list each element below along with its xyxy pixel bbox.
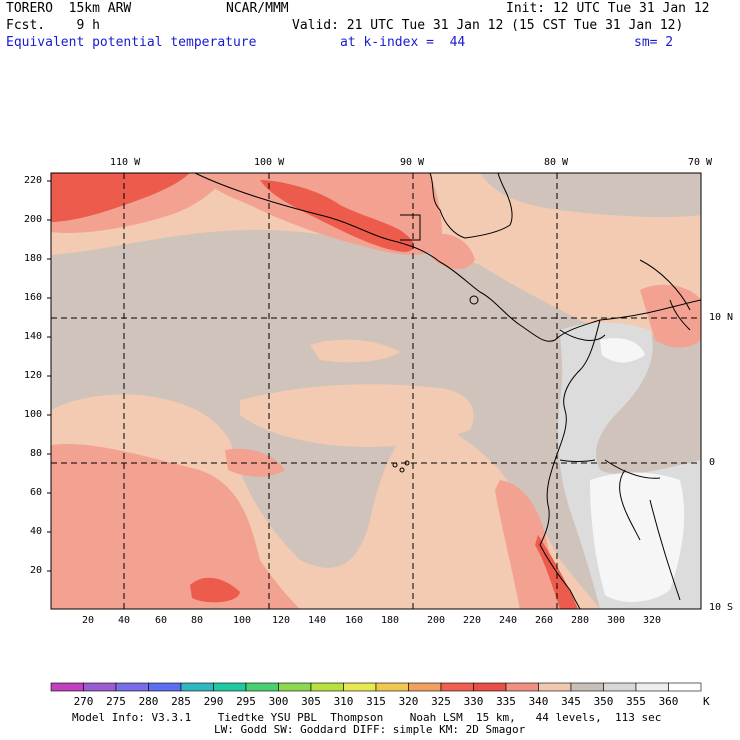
init-time: Init: 12 UTC Tue 31 Jan 12 <box>506 1 710 16</box>
lon-label-100w: 100 W <box>254 157 285 168</box>
lon-label-70w: 70 W <box>688 157 713 168</box>
y-tick: 140 <box>24 331 43 342</box>
x-tick: 20 <box>82 615 95 626</box>
colorbar-swatch <box>538 682 572 692</box>
model-title: TORERO 15km ARW <box>6 1 132 16</box>
colorbar-level-label: 280 <box>139 695 159 708</box>
colorbar-swatch <box>83 682 117 692</box>
y-tick: 20 <box>30 565 43 576</box>
colorbar-swatch <box>50 682 84 692</box>
colorbar-level-label: 335 <box>496 695 516 708</box>
colorbar-swatch <box>570 682 604 692</box>
colorbar-level-label: 350 <box>594 695 614 708</box>
colorbar-level-label: 305 <box>301 695 321 708</box>
lon-label-110w: 110 W <box>110 157 141 168</box>
colorbar-level-label: 310 <box>334 695 354 708</box>
colorbar-swatch <box>213 682 247 692</box>
y-tick: 100 <box>24 409 43 420</box>
x-tick: 200 <box>427 615 446 626</box>
field-name: Equivalent potential temperature <box>6 35 257 50</box>
map-frame <box>50 172 702 610</box>
colorbar-swatch <box>148 682 182 692</box>
y-tick: 120 <box>24 370 43 381</box>
colorbar-swatch <box>115 682 149 692</box>
colorbar-swatch <box>343 682 377 692</box>
colorbar-level-label: 290 <box>204 695 224 708</box>
x-tick: 300 <box>607 615 626 626</box>
map-panel <box>47 172 702 610</box>
colorbar-level-label: 360 <box>659 695 679 708</box>
center-label: NCAR/MMM <box>226 1 289 16</box>
lat-lon-grid <box>51 173 701 609</box>
x-tick: 60 <box>155 615 168 626</box>
colorbar-level-label: 315 <box>366 695 386 708</box>
x-tick: 220 <box>463 615 482 626</box>
colorbar-unit: K <box>703 695 710 708</box>
colorbar-swatch <box>375 682 409 692</box>
colorbar-swatch <box>440 682 474 692</box>
colorbar-level-label: 355 <box>626 695 646 708</box>
theta-e-field <box>51 173 701 609</box>
y-tick: 40 <box>30 526 43 537</box>
x-tick: 40 <box>118 615 131 626</box>
colorbar-level-label: 330 <box>464 695 484 708</box>
colorbar-swatch <box>310 682 344 692</box>
x-tick: 100 <box>233 615 252 626</box>
lat-label-0: 0 <box>709 457 716 468</box>
colorbar-level-label: 340 <box>529 695 549 708</box>
model-info-line2: LW: Godd SW: Goddard DIFF: simple KM: 2D… <box>214 723 526 736</box>
colorbar-swatch <box>278 682 312 692</box>
y-tick: 60 <box>30 487 43 498</box>
x-tick: 180 <box>381 615 400 626</box>
y-tick: 200 <box>24 214 43 225</box>
lon-label-90w: 90 W <box>400 157 425 168</box>
valid-time: Valid: 21 UTC Tue 31 Jan 12 (15 CST Tue … <box>292 18 684 33</box>
colorbar-swatch <box>473 682 507 692</box>
x-tick: 80 <box>191 615 204 626</box>
colorbar-level-label: 295 <box>236 695 256 708</box>
x-tick: 160 <box>345 615 364 626</box>
colorbar-level-label: 320 <box>399 695 419 708</box>
colorbar-level-label: 345 <box>561 695 581 708</box>
colorbar-swatch <box>603 682 637 692</box>
colorbar-level-label: 275 <box>106 695 126 708</box>
coastlines <box>194 172 702 610</box>
axis-ticks <box>47 180 51 572</box>
level-label: at k-index = 44 <box>340 35 466 50</box>
colorbar-swatch <box>668 682 702 692</box>
model-info-line1: Model Info: V3.3.1 Tiedtke YSU PBL Thomp… <box>72 711 662 724</box>
y-tick: 220 <box>24 175 43 186</box>
colorbar-swatch <box>408 682 442 692</box>
lat-label-10n: 10 N <box>709 312 734 323</box>
x-tick: 120 <box>272 615 291 626</box>
colorbar-level-label: 300 <box>269 695 289 708</box>
lon-label-80w: 80 W <box>544 157 569 168</box>
colorbar-level-label: 285 <box>171 695 191 708</box>
forecast-hour: Fcst. 9 h <box>6 18 100 33</box>
y-tick: 80 <box>30 448 43 459</box>
x-tick: 140 <box>308 615 327 626</box>
colorbar-level-label: 270 <box>74 695 94 708</box>
x-tick: 280 <box>571 615 590 626</box>
colorbar-level-label: 325 <box>431 695 451 708</box>
colorbar-swatch <box>245 682 279 692</box>
y-tick: 160 <box>24 292 43 303</box>
y-tick: 180 <box>24 253 43 264</box>
x-tick: 260 <box>535 615 554 626</box>
colorbar-swatch <box>505 682 539 692</box>
colorbar: 270 275 280 285 290 295 300 305 310 315 320 325 330 3… <box>50 682 710 708</box>
smoothing-label: sm= 2 <box>634 35 674 50</box>
colorbar-swatch <box>180 682 214 692</box>
x-tick: 320 <box>643 615 662 626</box>
lat-label-10s: 10 S <box>709 602 734 613</box>
colorbar-swatch <box>635 682 669 692</box>
x-tick: 240 <box>499 615 518 626</box>
